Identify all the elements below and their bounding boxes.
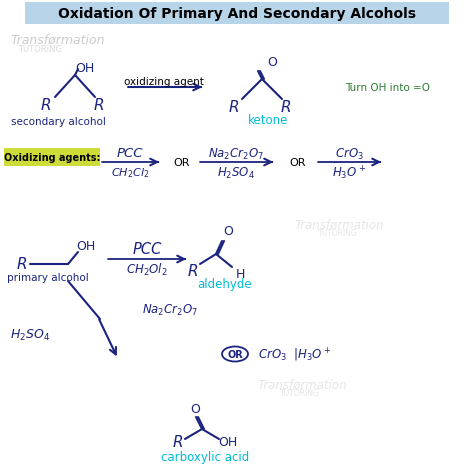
Text: R: R (173, 435, 183, 449)
Text: $H_2SO_4$: $H_2SO_4$ (217, 165, 255, 180)
Text: O: O (190, 403, 200, 416)
Text: TUTORING: TUTORING (280, 389, 320, 397)
Text: OH: OH (75, 61, 95, 74)
FancyBboxPatch shape (25, 3, 449, 25)
Text: O: O (223, 225, 233, 238)
Text: Transførmation: Transførmation (258, 378, 347, 391)
Text: $CrO_3$  $|H_3O^+$: $CrO_3$ $|H_3O^+$ (258, 346, 331, 363)
Text: aldehyde: aldehyde (198, 278, 252, 291)
Text: ketone: ketone (248, 113, 288, 126)
Text: $H_3O^+$: $H_3O^+$ (332, 164, 366, 181)
Text: Oxidizing agents:: Oxidizing agents: (4, 153, 100, 163)
Text: Turn OH into =O: Turn OH into =O (346, 83, 430, 93)
Text: $CrO_3$: $CrO_3$ (335, 146, 364, 161)
Text: Transførmation: Transførmation (10, 33, 104, 46)
Text: TUTORING: TUTORING (318, 229, 358, 238)
FancyBboxPatch shape (4, 149, 100, 167)
Text: R: R (228, 100, 239, 115)
Text: PCC: PCC (132, 242, 162, 257)
Text: primary alcohol: primary alcohol (7, 272, 89, 282)
Text: $Na_2Cr_2O_7$: $Na_2Cr_2O_7$ (208, 146, 264, 161)
Text: R: R (94, 98, 104, 113)
Text: secondary alcohol: secondary alcohol (10, 117, 105, 127)
Text: $H_2SO_4$: $H_2SO_4$ (10, 327, 50, 342)
Text: R: R (41, 98, 51, 113)
Text: Oxidation Of Primary And Secondary Alcohols: Oxidation Of Primary And Secondary Alcoh… (58, 7, 416, 21)
Text: O: O (267, 55, 277, 69)
Text: TUTORING: TUTORING (18, 45, 62, 54)
Text: R: R (281, 100, 292, 115)
Text: H: H (235, 268, 245, 281)
Text: OR: OR (290, 158, 306, 168)
Text: oxidizing agent: oxidizing agent (124, 77, 204, 87)
Text: Transførmation: Transførmation (295, 218, 384, 231)
Text: $CH_2Cl_2$: $CH_2Cl_2$ (111, 166, 149, 179)
Text: carboxylic acid: carboxylic acid (161, 451, 249, 464)
Text: PCC: PCC (117, 147, 143, 160)
Text: OH: OH (76, 240, 96, 253)
Text: R: R (17, 257, 27, 272)
Text: OR: OR (174, 158, 190, 168)
Text: R: R (188, 264, 198, 279)
Text: $CH_2Ol_2$: $CH_2Ol_2$ (126, 261, 168, 278)
Text: OR: OR (227, 349, 243, 359)
Text: OH: OH (219, 436, 237, 448)
Text: $Na_2Cr_2O_7$: $Na_2Cr_2O_7$ (142, 302, 198, 317)
